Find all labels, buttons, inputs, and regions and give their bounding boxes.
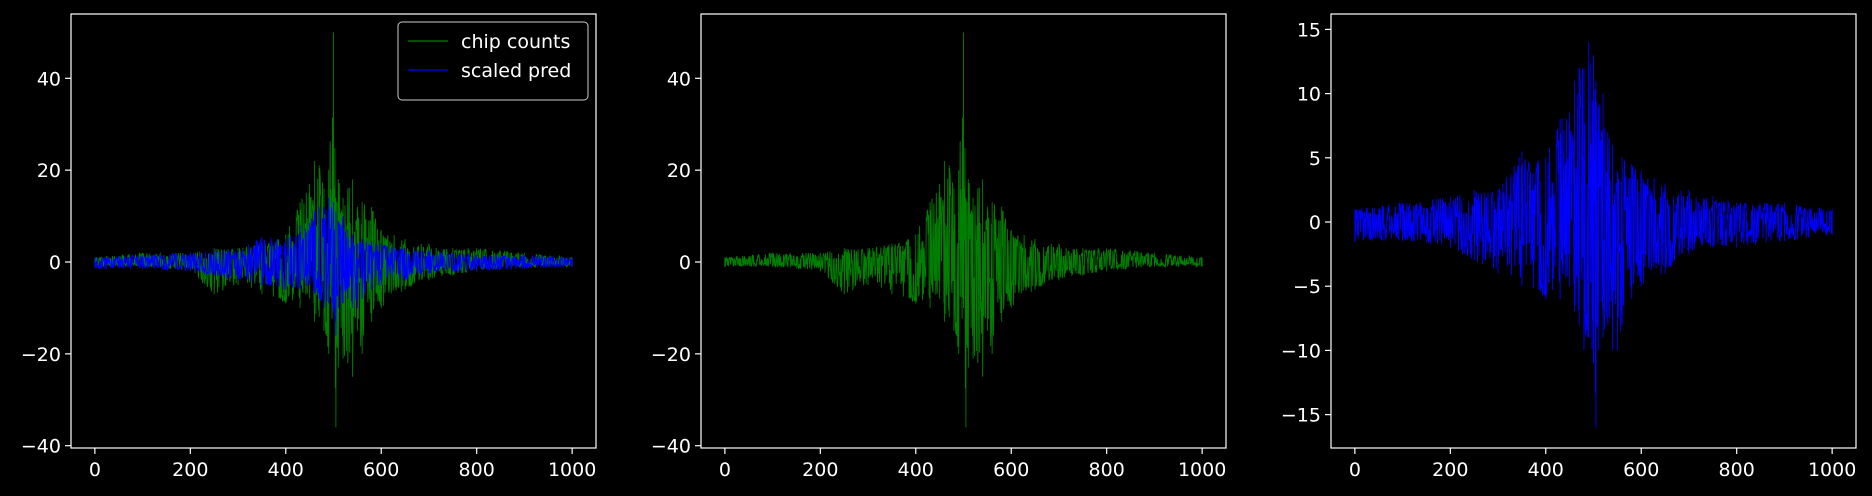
x-tick-label: 600 (1623, 459, 1659, 481)
x-tick-label: 600 (363, 459, 399, 481)
y-tick-label: 0 (1309, 212, 1321, 234)
y-tick-label: 0 (49, 252, 61, 274)
y-tick-label: −15 (1281, 405, 1321, 427)
x-tick-label: 1000 (1808, 459, 1856, 481)
y-tick-label: −5 (1293, 276, 1321, 298)
series-line-scaled-pred (94, 197, 573, 336)
y-tick-label: −20 (21, 344, 61, 366)
panel-1: 0 200 400 600 800 1000 −40 −20 0 20 40 chip counts s… (21, 13, 597, 481)
y-tick-label: 20 (667, 160, 691, 182)
x-tick-label: 400 (898, 459, 934, 481)
y-tick-label: 20 (37, 160, 61, 182)
y-tick-label: 5 (1309, 148, 1321, 170)
x-tick-label: 200 (802, 459, 838, 481)
x-tick-label: 800 (459, 459, 495, 481)
y-tick-label: −40 (21, 436, 61, 458)
y-tick-label: 15 (1297, 19, 1321, 41)
x-tick-label: 400 (268, 459, 304, 481)
x-tick-label: 200 (172, 459, 208, 481)
x-tick-label: 0 (1349, 459, 1361, 481)
panel-3: 0 200 400 600 800 1000 −15 −10 −5 0 5 10 15 (1281, 13, 1857, 481)
x-tick-label: 400 (1528, 459, 1564, 481)
y-tick-label: 40 (667, 68, 691, 90)
x-tick-label: 200 (1432, 459, 1468, 481)
axes-frame (700, 13, 1227, 449)
series-line-series-1 (724, 32, 1203, 428)
x-tick-label: 600 (993, 459, 1029, 481)
legend-label: chip counts (461, 31, 570, 53)
x-tick-label: 1000 (548, 459, 596, 481)
legend-label: scaled pred (461, 60, 571, 82)
axes-frame (1330, 13, 1857, 449)
y-tick-label: 40 (37, 68, 61, 90)
x-tick-label: 800 (1719, 459, 1755, 481)
x-tick-label: 1000 (1178, 459, 1226, 481)
y-tick-label: −10 (1281, 340, 1321, 362)
y-tick-label: −40 (651, 436, 691, 458)
series-line-series-1 (1354, 42, 1833, 428)
y-tick-label: 0 (679, 252, 691, 274)
x-tick-label: 0 (89, 459, 101, 481)
y-tick-label: 10 (1297, 84, 1321, 106)
axes-frame (70, 13, 597, 449)
x-tick-label: 0 (719, 459, 731, 481)
x-tick-label: 800 (1089, 459, 1125, 481)
y-tick-label: −20 (651, 344, 691, 366)
legend: chip counts scaled pred (397, 21, 589, 101)
panel-2: 0 200 400 600 800 1000 −40 −20 0 20 40 (651, 13, 1227, 481)
